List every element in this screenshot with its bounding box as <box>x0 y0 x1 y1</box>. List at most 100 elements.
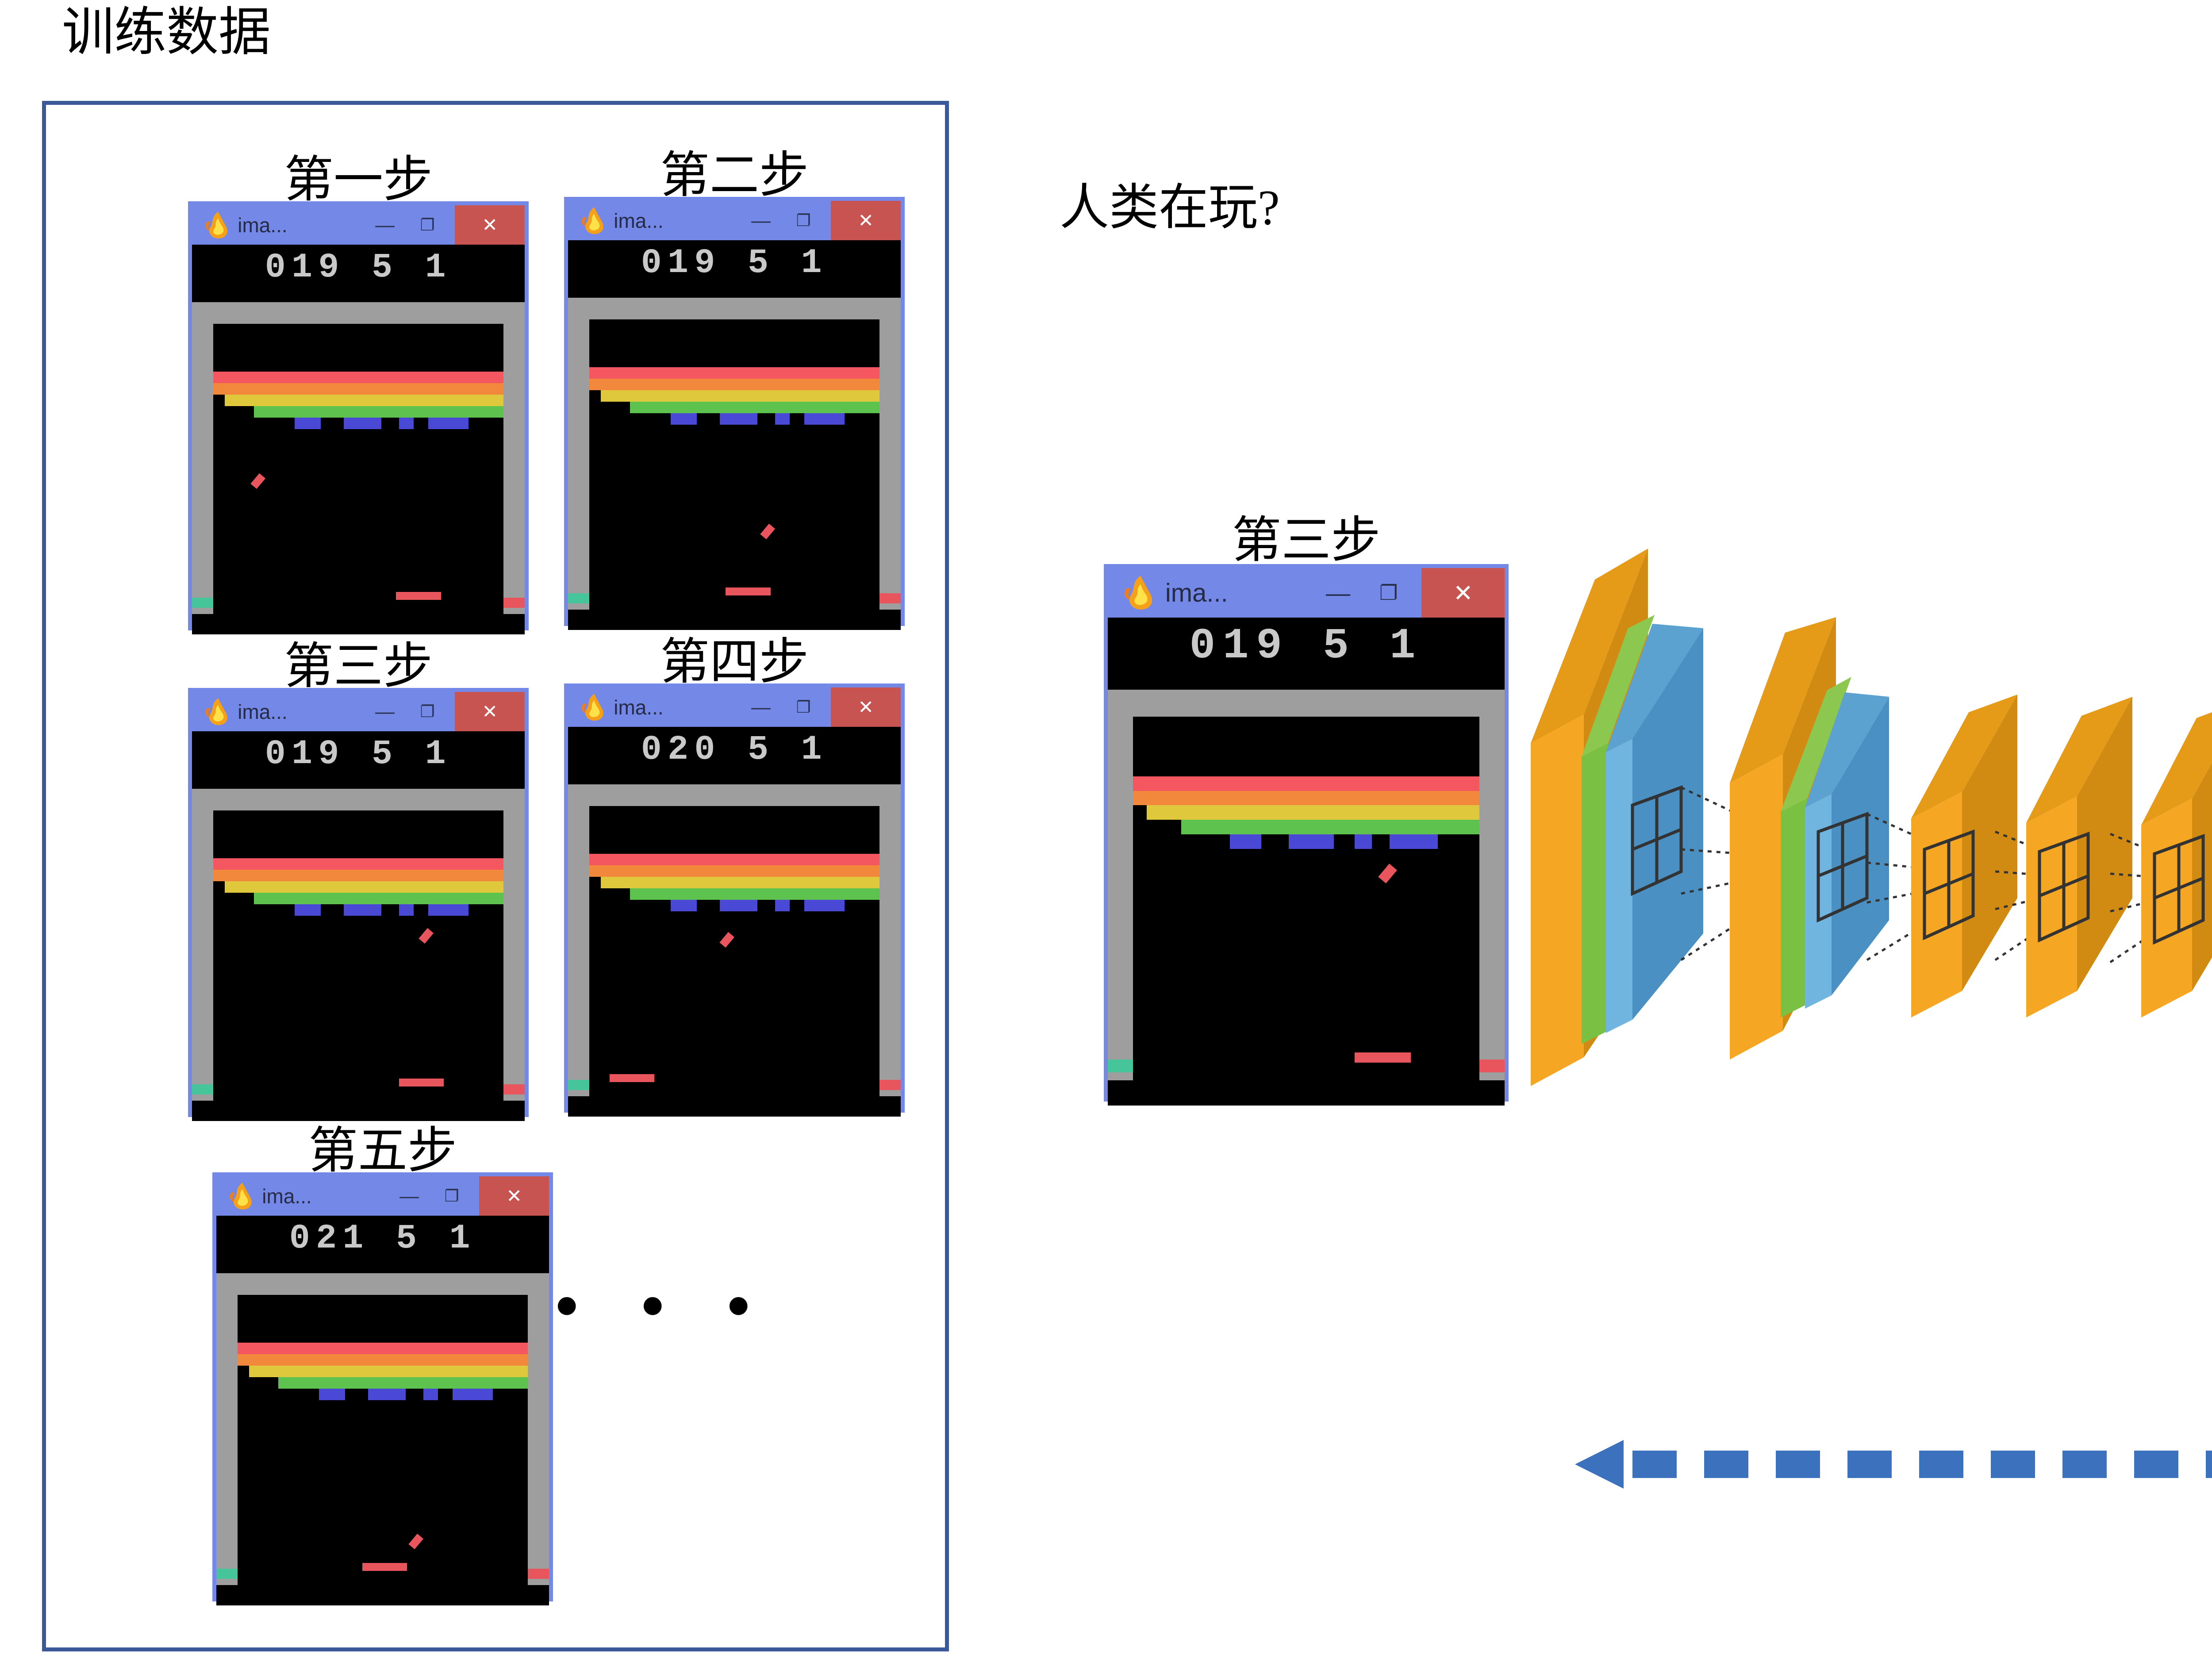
step-4-brick-blue-2 <box>720 900 758 912</box>
flame-icon <box>1119 573 1157 612</box>
focus-minimize-button[interactable]: — <box>1326 579 1351 607</box>
step-5-brick-blue-1 <box>319 1389 345 1401</box>
step-3-window: ima... — ❐ ✕ 019 5 1 <box>188 688 529 1121</box>
step-2-brick-row-5 <box>670 413 880 425</box>
step-2-wall-left <box>568 298 589 610</box>
step-1-brick-blue-2 <box>344 418 382 430</box>
cnn-layer-5-orange <box>2141 712 2212 1017</box>
focus-close-button[interactable]: ✕ <box>1421 568 1505 618</box>
step-caption-4: 第四步 <box>660 635 809 690</box>
step-4-wall-right <box>879 784 901 1097</box>
step-4-wall-left <box>568 784 589 1097</box>
step-3-life-marker-left <box>192 1084 213 1095</box>
step-1-brick-row-2 <box>213 383 504 395</box>
step-2-brick-blue-4 <box>804 413 845 425</box>
cnn-layer-2-green <box>1781 677 1851 1017</box>
step-2-brick-row-4 <box>630 402 880 414</box>
step-4-life-marker-right <box>879 1080 901 1090</box>
focus-step-caption: 第三步 <box>1232 513 1381 568</box>
focus-maximize-button[interactable]: ❐ <box>1379 581 1398 604</box>
step-2-brick-row-1 <box>589 367 880 379</box>
step-4-brick-row-5 <box>670 900 880 912</box>
step-3-score-text: 019 5 1 <box>265 735 452 774</box>
page-title: 训练数据 <box>62 4 271 61</box>
step-3-scorebar: 019 5 1 <box>192 731 525 777</box>
step-5-scorebar: 021 5 1 <box>216 1216 549 1262</box>
step-2-score-text: 019 5 1 <box>641 244 828 283</box>
step-1-maximize-button[interactable]: ❐ <box>420 216 435 234</box>
step-5-brick-blue-4 <box>452 1389 493 1401</box>
step-4-wall-top <box>568 784 901 807</box>
step-3-ball <box>419 928 434 944</box>
step-1-life-marker-left <box>192 598 213 608</box>
step-caption-3: 第三步 <box>284 639 433 694</box>
step-3-minimize-button[interactable]: — <box>375 700 395 722</box>
focus-brick-row-5 <box>1230 834 1479 849</box>
step-5-close-button[interactable]: ✕ <box>479 1176 549 1216</box>
focus-scorebar: 019 5 1 <box>1108 618 1505 675</box>
step-4-window: ima... — ❐ ✕ 020 5 1 <box>564 683 905 1117</box>
step-2-brick-blue-3 <box>775 413 790 425</box>
focus-brick-blue-1 <box>1230 834 1261 849</box>
step-3-close-button[interactable]: ✕ <box>455 692 525 731</box>
step-2-scorebar: 019 5 1 <box>568 240 901 286</box>
step-3-wall-top <box>192 789 525 812</box>
step-4-brick-row-4 <box>630 888 880 900</box>
step-1-brick-row-4 <box>253 406 504 418</box>
cnn-layer-2-blue <box>1805 692 1889 1009</box>
focus-titlebar: ima... — ❐ ✕ <box>1108 568 1505 618</box>
step-3-brick-blue-1 <box>294 904 321 916</box>
step-3-brick-blue-2 <box>344 904 382 916</box>
step-4-score-text: 020 5 1 <box>641 730 828 769</box>
step-1-window: ima... — ❐ ✕ 019 5 1 <box>188 201 529 634</box>
focus-brick-row-4 <box>1181 820 1480 834</box>
flame-icon <box>577 205 607 236</box>
step-2-brick-blue-1 <box>670 413 697 425</box>
step-2-game-screen: 019 5 1 <box>568 240 901 630</box>
step-4-close-button[interactable]: ✕ <box>831 687 901 727</box>
step-2-wall-right <box>879 298 901 610</box>
step-2-maximize-button[interactable]: ❐ <box>796 211 811 230</box>
step-3-life-marker-right <box>503 1084 525 1095</box>
step-2-wall-top <box>568 298 901 321</box>
focus-game-screen: 019 5 1 <box>1108 618 1505 1106</box>
step-2-brick-row-3 <box>600 390 880 402</box>
step-5-maximize-button[interactable]: ❐ <box>444 1187 459 1205</box>
flame-icon <box>201 210 231 240</box>
step-5-title-text: ima... <box>262 1184 312 1208</box>
focus-score-text: 019 5 1 <box>1189 622 1423 671</box>
step-3-maximize-button[interactable]: ❐ <box>420 703 435 721</box>
step-5-wall-left <box>216 1273 238 1586</box>
step-4-maximize-button[interactable]: ❐ <box>796 698 811 716</box>
step-4-game-screen: 020 5 1 <box>568 727 901 1117</box>
step-2-minimize-button[interactable]: — <box>751 209 771 231</box>
step-1-brick-blue-4 <box>428 418 469 430</box>
step-caption-1: 第一步 <box>284 153 433 207</box>
step-5-brick-blue-3 <box>423 1389 438 1401</box>
step-2-title-text: ima... <box>614 209 664 232</box>
step-5-titlebar: ima... — ❐ ✕ <box>216 1176 549 1216</box>
step-4-brick-blue-4 <box>804 900 845 912</box>
step-3-brick-row-2 <box>213 869 504 882</box>
step-4-minimize-button[interactable]: — <box>751 696 771 718</box>
step-2-close-button[interactable]: ✕ <box>831 201 901 240</box>
step-2-titlebar: ima... — ❐ ✕ <box>568 201 901 240</box>
step-5-brick-row-1 <box>237 1342 528 1354</box>
step-2-playfield <box>589 319 880 609</box>
step-3-brick-row-4 <box>253 893 504 905</box>
step-3-wall-right <box>503 789 525 1101</box>
step-1-minimize-button[interactable]: — <box>375 214 395 236</box>
step-1-life-marker-right <box>503 598 525 608</box>
step-1-ball <box>250 473 265 489</box>
cnn-architecture-diagram <box>1531 549 2212 1086</box>
step-4-paddle <box>609 1074 654 1083</box>
flame-icon <box>577 692 607 722</box>
step-3-playfield <box>213 810 504 1100</box>
step-1-close-button[interactable]: ✕ <box>455 205 525 245</box>
step-4-scorebar: 020 5 1 <box>568 727 901 773</box>
step-5-paddle <box>362 1563 407 1571</box>
step-3-wall-left <box>192 789 213 1101</box>
step-5-minimize-button[interactable]: — <box>399 1185 419 1207</box>
focus-brick-row-1 <box>1133 776 1480 791</box>
step-caption-2: 第二步 <box>660 148 809 203</box>
